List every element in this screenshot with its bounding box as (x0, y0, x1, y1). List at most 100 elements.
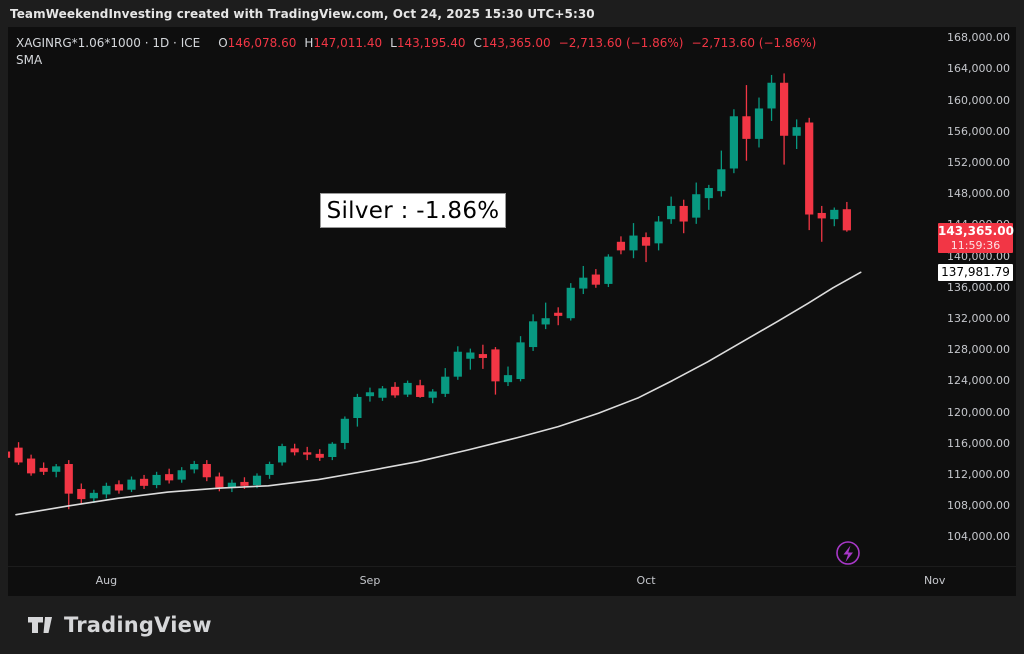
ohlc-key: C (473, 36, 482, 50)
candle-body (805, 122, 814, 215)
candle-body (692, 194, 701, 218)
candle-body (554, 312, 563, 316)
candle-body (328, 443, 337, 457)
candle-body (265, 464, 274, 475)
ohlc-value: 146,078.60 (227, 36, 297, 50)
candle-body (365, 392, 375, 397)
last-price-badge: 143,365.00 11:59:36 (938, 223, 1014, 254)
candle-body (27, 458, 36, 474)
time-tick-label-nov: Nov (923, 574, 946, 587)
candle-body (64, 464, 73, 494)
ohlc-values: O146,078.60 H147,011.40 L143,195.40 C143,36… (210, 36, 550, 50)
candle-body (491, 349, 500, 382)
tradingview-logo[interactable]: TradingView (28, 613, 212, 637)
candle-body (780, 82, 789, 136)
candle-body (579, 277, 588, 289)
time-tick-label-aug: Aug (95, 574, 118, 587)
time-tick-label-sep: Sep (359, 574, 381, 587)
candle-body (704, 188, 713, 199)
ohlc-value: 147,011.40 (313, 36, 383, 50)
candle-body (127, 479, 136, 490)
candle-body (466, 352, 475, 359)
ohlc-key: H (304, 36, 314, 50)
price-tick-label: 104,000.00 (947, 530, 1010, 544)
price-tick-label: 152,000.00 (947, 156, 1010, 170)
candle-body (39, 467, 48, 472)
boost-lightning-icon[interactable] (836, 541, 860, 565)
sma-value-badge: 137,981.79 (938, 263, 1013, 281)
price-tick-label: 116,000.00 (947, 436, 1010, 450)
price-axis[interactable]: 143,365.00 11:59:36 137,981.79 168,000.0… (935, 27, 1016, 566)
tradingview-logo-icon (28, 616, 52, 633)
candle-body (641, 237, 651, 246)
candle-body (478, 354, 487, 358)
candle-body (529, 321, 538, 348)
candle-body (114, 484, 124, 491)
price-tick-label: 112,000.00 (947, 467, 1010, 481)
candle-body (817, 212, 826, 219)
price-tick-label: 124,000.00 (947, 374, 1010, 388)
lightning-bolt-glyph (843, 545, 853, 562)
candle-body (428, 391, 437, 398)
candle-body (416, 385, 425, 397)
candle-body (629, 235, 638, 251)
candle-body (303, 452, 312, 455)
candle-body (453, 351, 462, 377)
silver-change-text: Silver : -1.86% (326, 197, 500, 224)
symbol-description[interactable]: XAGINRG*1.06*1000 · 1D · ICE (16, 36, 201, 50)
price-tick-label: 148,000.00 (947, 187, 1010, 201)
candle-body (14, 447, 23, 463)
ohlc-key: O (218, 36, 228, 50)
candle-body (215, 476, 224, 488)
price-tick-label: 128,000.00 (947, 343, 1010, 357)
candle-body (252, 475, 262, 486)
candle-body (278, 446, 287, 463)
bar-countdown: 11:59:36 (950, 239, 1001, 253)
candle-body (503, 375, 513, 383)
candle-body (139, 478, 149, 486)
price-chart[interactable] (8, 27, 935, 566)
candle-body (227, 482, 236, 488)
candle-body (240, 481, 249, 486)
ohlc-value: 143,365.00 (481, 36, 551, 50)
candle-body (842, 209, 851, 231)
candles-series (8, 73, 851, 510)
time-axis[interactable]: Aug Sep Oct Nov (8, 566, 1016, 596)
candle-body (679, 205, 688, 222)
candle-body (541, 318, 550, 325)
candle-body (754, 108, 764, 139)
candle-body (792, 127, 801, 136)
indicator-label-sma[interactable]: SMA (16, 53, 43, 67)
candle-body (340, 418, 349, 443)
footer-bar: TradingView (0, 596, 1024, 654)
price-tick-label: 160,000.00 (947, 93, 1010, 107)
candle-body (390, 386, 400, 396)
candle-body (8, 451, 11, 458)
candle-body (616, 241, 626, 251)
candle-body (353, 396, 362, 419)
candle-body (830, 209, 839, 220)
change-value-secondary: −2,713.60 (−1.86%) (691, 36, 817, 50)
chart-panel: XAGINRG*1.06*1000 · 1D · ICE O146,078.60 H… (8, 27, 1016, 596)
candle-body (604, 256, 613, 284)
candle-body (516, 342, 525, 380)
attribution-title: TeamWeekendInvesting created with Tradin… (10, 7, 595, 21)
candle-body (89, 492, 98, 499)
time-tick-label-oct: Oct (636, 574, 656, 587)
price-tick-label: 108,000.00 (947, 499, 1010, 513)
price-tick-label: 132,000.00 (947, 311, 1010, 325)
candle-body (591, 274, 600, 285)
price-tick-label: 136,000.00 (947, 280, 1010, 294)
symbol-legend[interactable]: XAGINRG*1.06*1000 · 1D · ICE O146,078.60 H… (16, 36, 816, 50)
ohlc-key: L (390, 36, 397, 50)
sma-line (15, 271, 862, 516)
last-price-value: 143,365.00 (938, 224, 1014, 239)
candle-body (654, 221, 663, 244)
candle-body (403, 382, 412, 395)
silver-change-text-overlay[interactable]: Silver : -1.86% (320, 193, 506, 228)
candle-body (729, 116, 738, 169)
candle-body (566, 287, 575, 319)
candle-body (290, 448, 299, 453)
candle-body (315, 453, 324, 458)
ohlc-value: 143,195.40 (396, 36, 466, 50)
